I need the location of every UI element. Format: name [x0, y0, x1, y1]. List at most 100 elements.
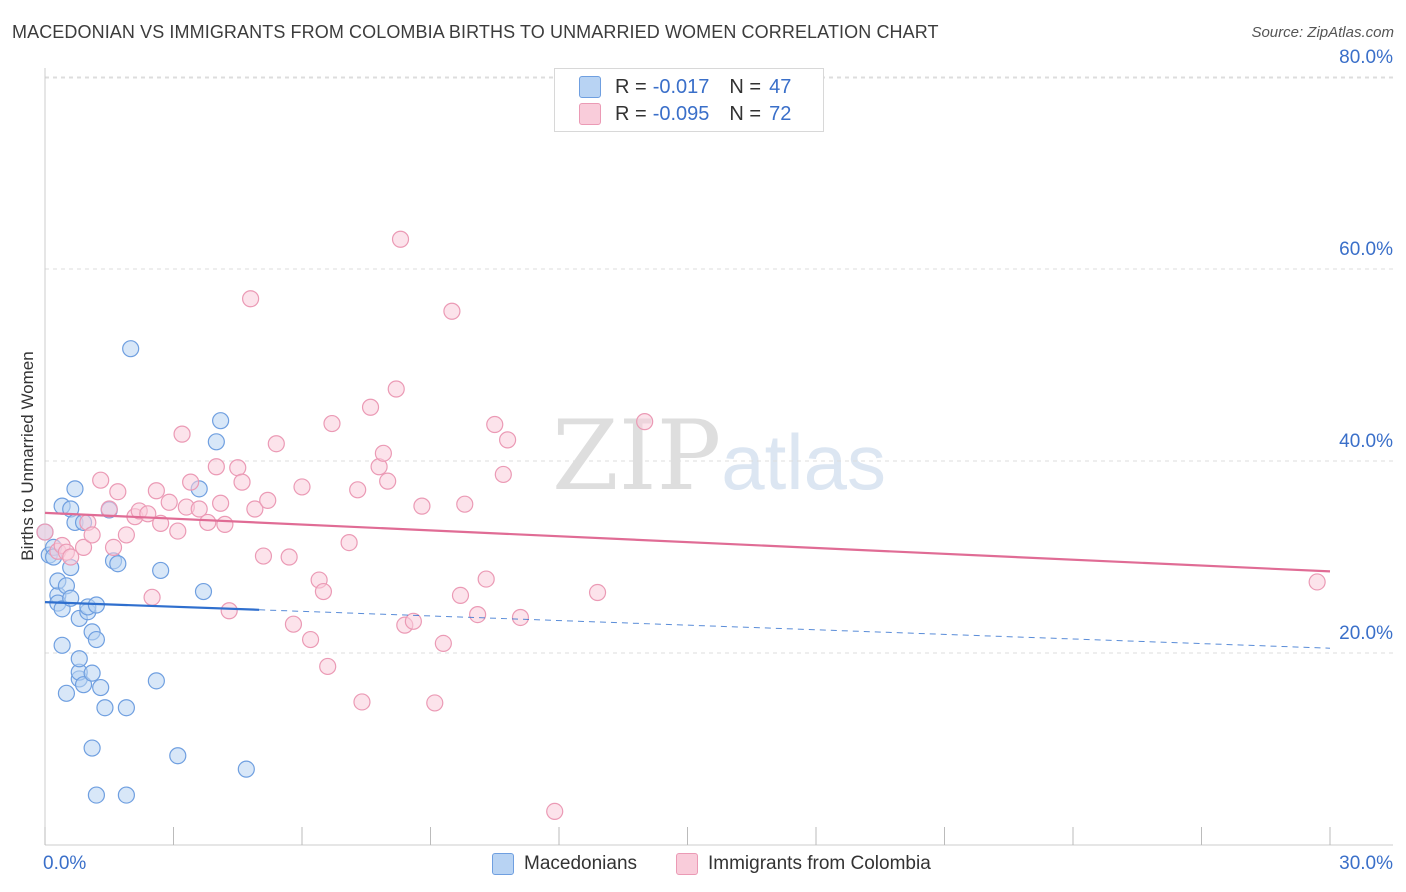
point-colombia [284, 615, 303, 633]
point-colombia [443, 302, 461, 320]
point-macedonian [70, 650, 88, 668]
point-macedonian [92, 678, 110, 697]
point-colombia [147, 482, 165, 500]
point-colombia [636, 413, 654, 431]
point-macedonian [194, 582, 213, 601]
legend-r-value-colombia: -0.095 [652, 102, 710, 125]
point-colombia [182, 473, 200, 491]
point-colombia [349, 481, 367, 499]
point-colombia [216, 515, 234, 533]
point-colombia [92, 471, 110, 489]
y-axis-label: Births to Unmarried Women [18, 351, 37, 561]
point-colombia [169, 522, 187, 540]
legend-n-value-macedonian: 47 [769, 75, 792, 98]
point-colombia [456, 495, 474, 513]
point-colombia [259, 491, 277, 509]
legend-r-label: R = [615, 102, 647, 125]
point-colombia [477, 570, 495, 588]
point-colombia [100, 500, 118, 518]
legend-n-value-colombia: 72 [769, 102, 792, 125]
point-colombia [62, 548, 80, 566]
bottom-legend-swatch-macedonians [492, 853, 514, 875]
point-macedonian [83, 664, 101, 682]
legend-swatch-macedonian [579, 76, 601, 98]
point-colombia [267, 435, 285, 453]
point-macedonian [83, 739, 101, 757]
point-colombia [546, 802, 564, 821]
point-colombia [413, 497, 431, 515]
point-colombia [314, 582, 333, 601]
bottom-legend-label-colombia: Immigrants from Colombia [708, 853, 931, 874]
point-colombia [434, 634, 452, 653]
x-tick-label: 30.0% [1339, 853, 1393, 874]
point-colombia [74, 538, 93, 557]
point-colombia [233, 473, 251, 491]
point-colombia [451, 586, 470, 605]
point-colombia [160, 493, 178, 511]
point-colombia [340, 533, 358, 552]
point-macedonian [117, 786, 135, 804]
stats-legend: R = -0.017 N = 47 R = -0.095 N = 72 [554, 68, 824, 132]
point-colombia [1308, 573, 1326, 591]
point-colombia [588, 583, 607, 602]
point-macedonian [87, 630, 106, 649]
point-macedonian [87, 786, 106, 804]
point-colombia [387, 380, 405, 398]
point-macedonian [117, 699, 135, 717]
point-macedonian [53, 636, 71, 654]
trendline-macedonian [44, 601, 260, 611]
point-colombia [494, 465, 512, 484]
point-colombia [379, 472, 397, 490]
point-colombia [109, 483, 127, 501]
point-colombia [190, 500, 208, 518]
point-colombia [36, 523, 54, 541]
bottom-legend-swatch-colombia [676, 853, 698, 875]
watermark-atlas: atlas [721, 418, 886, 506]
point-colombia [353, 693, 371, 711]
point-colombia [207, 458, 225, 476]
point-macedonian [207, 433, 225, 451]
point-colombia [143, 588, 161, 606]
point-colombia [469, 605, 487, 624]
legend-row-macedonian: R = -0.017 N = 47 [579, 74, 811, 100]
point-colombia [361, 398, 380, 416]
point-colombia [391, 230, 410, 248]
trendline-colombia [44, 511, 1331, 573]
bottom-legend-macedonians: Macedonians [492, 852, 637, 876]
point-colombia [212, 494, 230, 512]
y-tick-label: 20.0% [1339, 623, 1393, 644]
point-colombia [242, 290, 260, 308]
point-colombia [374, 444, 392, 462]
point-colombia [246, 500, 264, 518]
point-colombia [301, 630, 320, 649]
legend-n-label: N = [729, 75, 762, 98]
source-label: Source: ZipAtlas.com [1251, 24, 1394, 41]
point-macedonian [169, 747, 187, 765]
point-colombia [486, 415, 504, 434]
point-colombia [293, 478, 311, 496]
point-macedonian [152, 561, 170, 580]
y-tick-label: 40.0% [1339, 431, 1393, 452]
point-colombia [173, 425, 191, 443]
legend-row-colombia: R = -0.095 N = 72 [579, 101, 811, 127]
point-macedonian [66, 480, 84, 498]
point-colombia [319, 657, 337, 676]
legend-n-label: N = [729, 102, 762, 125]
legend-r-value-macedonian: -0.017 [652, 75, 710, 98]
point-macedonian [96, 699, 114, 717]
point-macedonian [237, 760, 255, 778]
point-colombia [104, 538, 123, 557]
point-colombia [499, 431, 517, 449]
x-tick-label: 0.0% [43, 853, 86, 874]
trendline-macedonian-projection [259, 609, 1331, 649]
legend-r-label: R = [615, 75, 647, 98]
point-colombia [254, 547, 273, 565]
y-tick-label: 60.0% [1339, 239, 1393, 260]
point-macedonian [212, 412, 230, 430]
point-macedonian [57, 684, 76, 702]
point-colombia [426, 694, 444, 712]
legend-swatch-colombia [579, 103, 601, 125]
point-colombia [199, 513, 217, 532]
bottom-legend-colombia: Immigrants from Colombia [676, 852, 931, 876]
